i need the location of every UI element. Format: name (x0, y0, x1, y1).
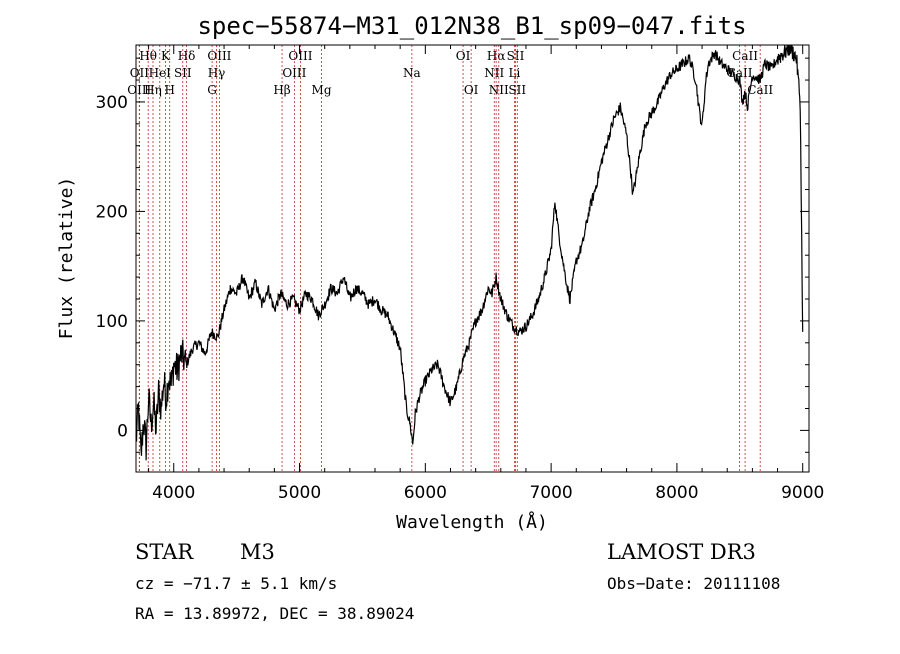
x-tick-label-3: 7000 (529, 483, 572, 503)
y-tick-label-0: 0 (117, 421, 128, 441)
x-axis-label: Wavelength (Å) (396, 511, 548, 533)
line-label-22: Hβ (273, 83, 290, 97)
line-label-4: OIII (288, 49, 312, 63)
redshift-velocity: cz = −71.7 ± 5.1 km/s (135, 574, 337, 593)
line-label-21: G (207, 83, 217, 97)
line-label-20: H (164, 83, 174, 97)
line-label-11: SII (174, 66, 192, 80)
line-label-8: CaII (732, 49, 758, 63)
line-label-23: Mg (312, 83, 332, 97)
line-label-17: CaII (727, 66, 753, 80)
chart-title: spec−55874−M31_012N38_B1_sp09−047.fits (197, 12, 746, 40)
x-tick-label-0: 4000 (152, 483, 195, 503)
y-axis-label: Flux (relative) (56, 177, 77, 340)
line-label-2: Hδ (178, 49, 196, 63)
y-tick-label-1: 100 (96, 312, 128, 332)
line-label-12: Hγ (208, 66, 226, 80)
line-label-10: HeI (149, 66, 172, 80)
x-tick-label-2: 6000 (404, 483, 447, 503)
line-label-1: K (161, 49, 171, 63)
plot-frame (135, 44, 810, 473)
line-label-7: SII (507, 49, 525, 63)
line-label-19: Hη (144, 83, 162, 97)
line-label-14: Na (403, 66, 421, 80)
coordinates: RA = 13.89972, DEC = 38.89024 (135, 604, 414, 623)
line-label-18: OIII (127, 83, 151, 97)
observation-date: Obs−Date: 20111108 (607, 574, 780, 593)
line-label-26: SII (508, 83, 526, 97)
object-subclass: M3 (240, 540, 275, 564)
line-label-3: OIII (207, 49, 231, 63)
line-label-6: Hα (487, 49, 506, 63)
survey-name: LAMOST DR3 (607, 540, 756, 564)
line-label-0: Hθ (139, 49, 157, 63)
spectrum-line (135, 44, 804, 461)
axis-ticks: 4000 5000 6000 7000 8000 9000 0 100 200 300 (96, 45, 824, 503)
line-label-15: NII (484, 66, 504, 80)
line-label-13: OIII (282, 66, 306, 80)
line-label-5: OI (456, 49, 471, 63)
line-label-25: NII (489, 83, 509, 97)
y-tick-label-2: 200 (96, 202, 128, 222)
x-tick-label-4: 8000 (655, 483, 698, 503)
line-label-16: Li (508, 66, 520, 80)
x-tick-label-5: 9000 (781, 483, 824, 503)
line-label-24: OI (464, 83, 479, 97)
line-label-27: CaII (747, 83, 773, 97)
y-tick-label-3: 300 (96, 93, 128, 113)
x-tick-label-1: 5000 (278, 483, 321, 503)
object-class: STAR (135, 540, 194, 564)
